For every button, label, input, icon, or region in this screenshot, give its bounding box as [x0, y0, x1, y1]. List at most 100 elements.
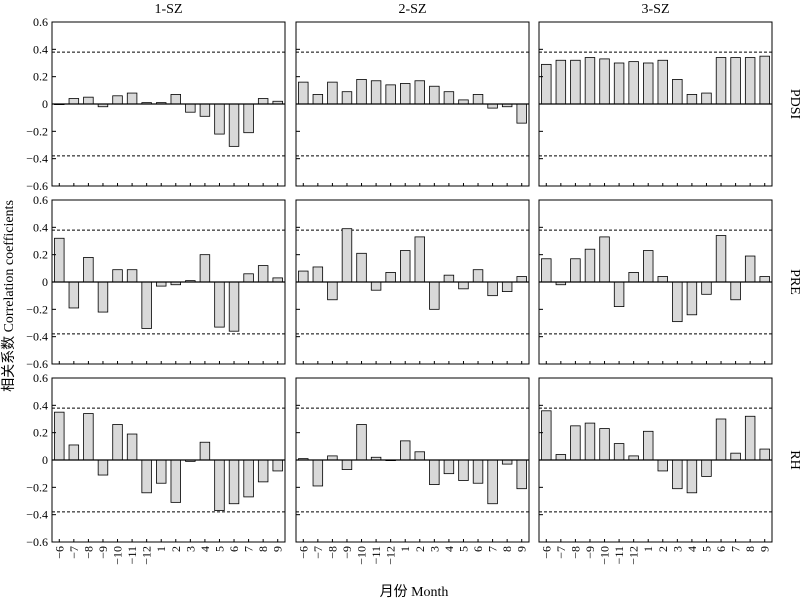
- bar: [657, 459, 668, 472]
- bar: [243, 459, 254, 498]
- bar: [141, 281, 152, 329]
- bar: [54, 411, 65, 461]
- x-tick-label: 5: [699, 546, 713, 552]
- bar: [83, 96, 94, 105]
- panels-layer: 0.6 0.4 0.2 0 −0.2 −0.4 −0.6 1-SZ 2-SZ 3-SZ PDSI 0.…: [26, 2, 800, 565]
- x-tick-label: 7: [242, 546, 256, 552]
- bar: [472, 94, 484, 105]
- y-tick-label: −0.4: [26, 508, 48, 522]
- bar: [472, 269, 484, 283]
- x-tick-label: 7: [729, 546, 743, 552]
- bar: [327, 281, 338, 301]
- bar: [643, 430, 654, 461]
- x-tick-label: −6: [296, 546, 310, 559]
- bar: [126, 269, 138, 283]
- bar: [83, 256, 94, 283]
- bar: [68, 444, 80, 461]
- bar: [257, 98, 269, 105]
- panel-pre-3-sz: PRE: [538, 199, 800, 365]
- y-tick-label: −0.6: [26, 357, 48, 371]
- bar: [628, 61, 639, 105]
- bar: [429, 281, 440, 310]
- bar: [570, 258, 581, 283]
- bar: [214, 103, 225, 135]
- bar: [126, 433, 138, 461]
- panel-pre-1-sz: 0.6 0.4 0.2 0 −0.2 −0.4 −0.6: [26, 193, 286, 371]
- x-tick-label: −9: [340, 546, 354, 559]
- bar: [701, 459, 712, 477]
- bar: [613, 62, 625, 105]
- bar: [730, 57, 741, 105]
- bar: [744, 57, 756, 105]
- x-tick-label: 5: [212, 546, 226, 552]
- bar: [429, 459, 440, 486]
- bar: [141, 459, 152, 494]
- bar: [599, 428, 610, 461]
- bar: [501, 281, 513, 292]
- x-tick-label: −7: [554, 546, 568, 559]
- bar: [657, 276, 668, 283]
- bar: [458, 459, 469, 481]
- bar: [243, 103, 254, 134]
- panel-pre-2-sz: [295, 199, 530, 365]
- x-tick-label: 6: [471, 546, 485, 552]
- y-tick-label: −0.4: [26, 152, 48, 166]
- bar: [400, 83, 411, 105]
- y-tick-label: 0.2: [33, 248, 48, 262]
- bar: [199, 441, 211, 461]
- row-label: PDSI: [787, 89, 800, 120]
- column-title: 3-SZ: [642, 2, 670, 17]
- bar: [199, 254, 211, 283]
- bar: [730, 281, 741, 301]
- y-tick-label: 0.2: [33, 70, 48, 84]
- bar: [185, 103, 196, 113]
- x-axis-label: 月份 Month: [380, 584, 449, 600]
- x-tick-label: 4: [198, 546, 212, 552]
- x-tick-label: −8: [325, 546, 339, 559]
- x-tick-label: −7: [311, 546, 325, 559]
- bar: [214, 459, 225, 511]
- bar: [341, 228, 353, 283]
- x-tick-label: −9: [583, 546, 597, 559]
- bar: [214, 281, 225, 328]
- y-tick-label: 0.6: [33, 15, 48, 29]
- bar: [599, 58, 610, 105]
- bar: [170, 94, 181, 105]
- x-tick-label: −6: [52, 546, 66, 559]
- x-tick-label: −12: [384, 546, 398, 565]
- bar: [541, 258, 552, 283]
- x-tick-label: −12: [140, 546, 154, 565]
- x-tick-label: −8: [568, 546, 582, 559]
- bar: [97, 459, 109, 476]
- bar: [385, 84, 396, 105]
- bar: [312, 266, 324, 283]
- bar: [487, 281, 498, 297]
- row-label: RH: [787, 450, 800, 469]
- y-tick-label: −0.2: [26, 302, 48, 316]
- bar: [341, 459, 353, 470]
- bar: [400, 250, 411, 283]
- y-tick-label: 0.4: [33, 398, 48, 412]
- y-tick-label: 0: [42, 97, 48, 111]
- bar: [443, 274, 455, 283]
- x-tick-label: −7: [67, 546, 81, 559]
- bar: [83, 413, 94, 461]
- bar: [257, 459, 269, 483]
- y-tick-label: −0.2: [26, 480, 48, 494]
- panel-rh-2-sz: −6 −7 −8 −9 −10 −11 −12 1 2 3 4 5 6 7 8 9: [295, 377, 530, 565]
- bar: [385, 272, 396, 283]
- bar: [555, 59, 567, 105]
- x-tick-label: 2: [656, 546, 670, 552]
- bar: [243, 273, 254, 283]
- x-tick-label: 8: [500, 546, 514, 552]
- bar: [414, 80, 425, 105]
- bar: [228, 103, 240, 147]
- bar: [97, 281, 109, 313]
- bar: [628, 272, 639, 283]
- bar: [643, 250, 654, 283]
- x-tick-label: 6: [227, 546, 241, 552]
- x-tick-label: 4: [685, 546, 699, 552]
- row-label: PRE: [787, 269, 800, 295]
- bar: [759, 276, 770, 283]
